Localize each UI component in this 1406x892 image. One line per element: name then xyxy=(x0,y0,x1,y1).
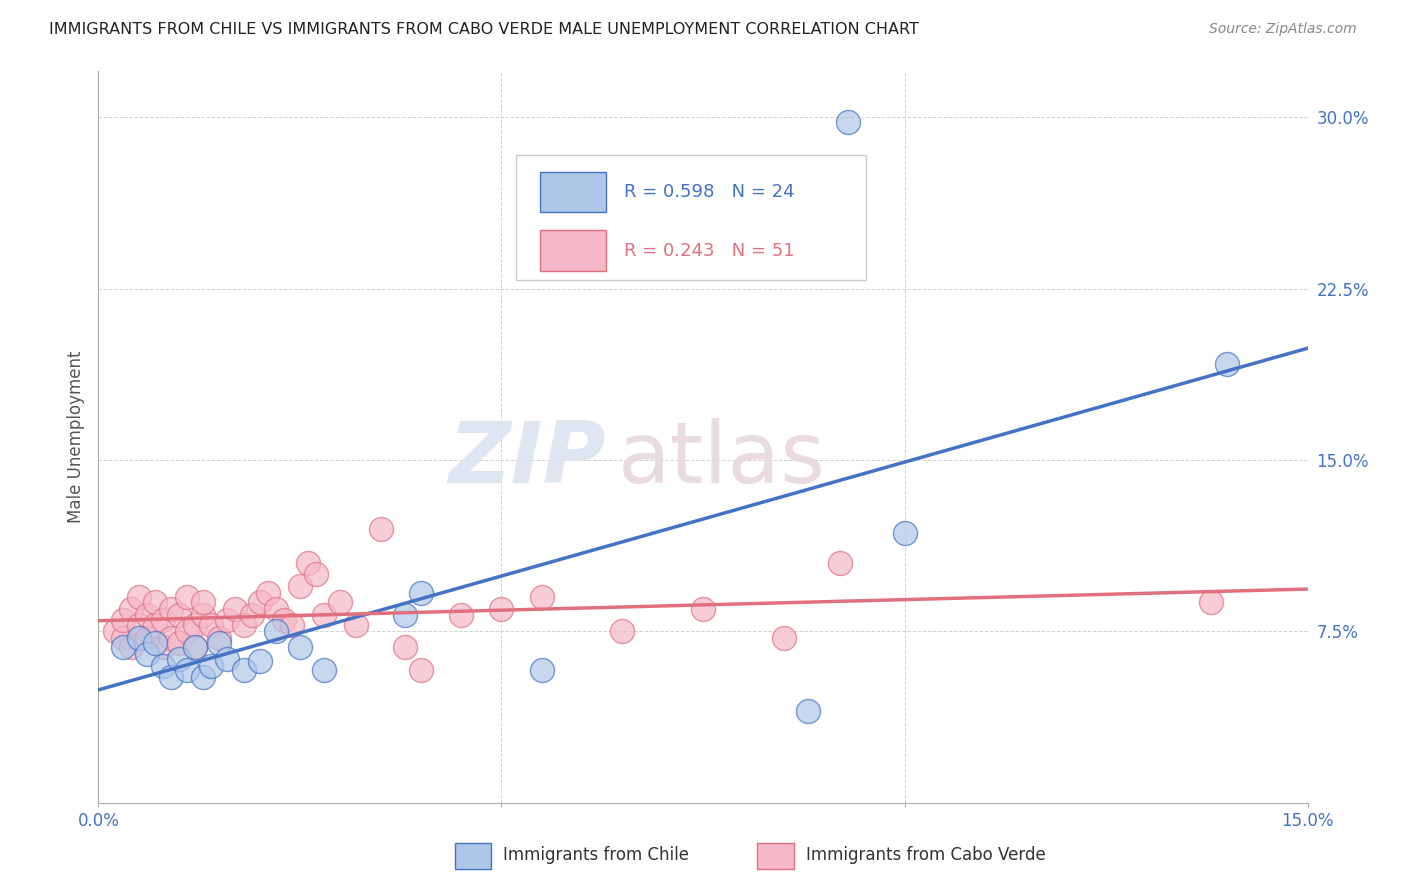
Point xyxy=(193,595,215,609)
Bar xyxy=(758,843,794,869)
Point xyxy=(394,640,416,655)
Point xyxy=(344,617,367,632)
Bar xyxy=(456,843,492,869)
Point xyxy=(217,652,239,666)
Point xyxy=(152,640,174,655)
Point xyxy=(135,632,157,646)
Text: IMMIGRANTS FROM CHILE VS IMMIGRANTS FROM CABO VERDE MALE UNEMPLOYMENT CORRELATIO: IMMIGRANTS FROM CHILE VS IMMIGRANTS FROM… xyxy=(49,22,920,37)
Point xyxy=(128,590,150,604)
Point xyxy=(152,613,174,627)
Point xyxy=(128,617,150,632)
Point xyxy=(120,640,142,655)
Point xyxy=(176,590,198,604)
Point xyxy=(256,585,278,599)
Point xyxy=(176,663,198,677)
Point xyxy=(160,670,183,684)
Point xyxy=(167,608,190,623)
Point xyxy=(893,526,915,541)
Text: R = 0.598   N = 24: R = 0.598 N = 24 xyxy=(624,183,794,201)
Point xyxy=(184,640,207,655)
Point xyxy=(193,608,215,623)
Point xyxy=(329,595,352,609)
Point xyxy=(103,624,125,639)
Point xyxy=(200,617,222,632)
Point xyxy=(232,617,254,632)
Point xyxy=(314,663,336,677)
Point xyxy=(111,632,134,646)
Point xyxy=(612,624,634,639)
Point xyxy=(249,654,271,668)
Point xyxy=(491,601,513,615)
Point xyxy=(530,590,553,604)
Point xyxy=(305,567,328,582)
Point xyxy=(135,647,157,661)
Point xyxy=(409,663,432,677)
Point xyxy=(160,632,183,646)
Bar xyxy=(540,230,606,270)
Point xyxy=(143,595,166,609)
Point xyxy=(193,670,215,684)
Point xyxy=(450,608,472,623)
Point xyxy=(111,613,134,627)
Bar xyxy=(540,172,606,212)
Point xyxy=(264,601,287,615)
Point xyxy=(264,624,287,639)
Point xyxy=(176,624,198,639)
Point xyxy=(281,617,304,632)
Point xyxy=(1199,595,1222,609)
Text: Immigrants from Chile: Immigrants from Chile xyxy=(503,847,689,864)
Point xyxy=(143,617,166,632)
Point xyxy=(273,613,295,627)
Y-axis label: Male Unemployment: Male Unemployment xyxy=(66,351,84,524)
Point xyxy=(240,608,263,623)
Point xyxy=(224,601,246,615)
FancyBboxPatch shape xyxy=(516,155,866,280)
Point xyxy=(232,663,254,677)
Point xyxy=(167,636,190,650)
Text: Immigrants from Cabo Verde: Immigrants from Cabo Verde xyxy=(806,847,1046,864)
Point xyxy=(288,579,311,593)
Text: Source: ZipAtlas.com: Source: ZipAtlas.com xyxy=(1209,22,1357,37)
Point xyxy=(314,608,336,623)
Point xyxy=(692,601,714,615)
Point xyxy=(208,636,231,650)
Point xyxy=(111,640,134,655)
Text: atlas: atlas xyxy=(619,417,827,500)
Point xyxy=(772,632,794,646)
Point xyxy=(160,601,183,615)
Text: R = 0.243   N = 51: R = 0.243 N = 51 xyxy=(624,242,794,260)
Point xyxy=(530,663,553,677)
Point xyxy=(288,640,311,655)
Point xyxy=(184,617,207,632)
Point xyxy=(135,608,157,623)
Point xyxy=(184,640,207,655)
Text: ZIP: ZIP xyxy=(449,417,606,500)
Point xyxy=(217,613,239,627)
Point xyxy=(1216,357,1239,371)
Point xyxy=(208,632,231,646)
Point xyxy=(828,556,851,570)
Point xyxy=(120,601,142,615)
Point xyxy=(143,636,166,650)
Point xyxy=(128,632,150,646)
Point xyxy=(837,114,859,128)
Point xyxy=(167,652,190,666)
Point xyxy=(409,585,432,599)
Point xyxy=(249,595,271,609)
Point xyxy=(370,521,392,535)
Point xyxy=(152,658,174,673)
Point xyxy=(200,658,222,673)
Point xyxy=(797,705,820,719)
Point xyxy=(394,608,416,623)
Point xyxy=(297,556,319,570)
